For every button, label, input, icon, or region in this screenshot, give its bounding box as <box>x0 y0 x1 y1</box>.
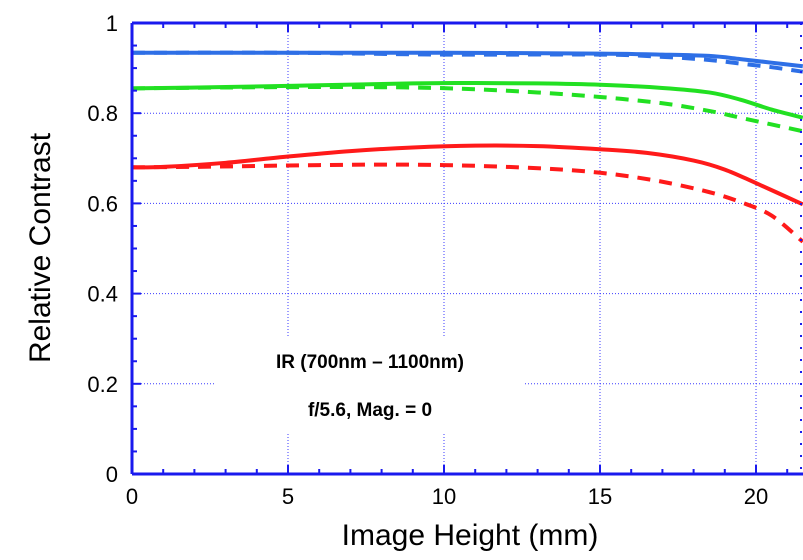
y-tick-label: 1 <box>106 11 118 36</box>
y-tick-label: 0.6 <box>87 191 118 216</box>
series-line-3 <box>132 85 803 134</box>
y-tick-label: 0.4 <box>87 282 118 307</box>
series-group <box>132 50 803 244</box>
x-tick-label: 10 <box>432 484 456 509</box>
x-tick-label: 15 <box>588 484 612 509</box>
annotation-band: IR (700nm – 1100nm) <box>276 352 464 373</box>
y-tick-label: 0 <box>106 462 118 487</box>
y-tick-label: 0.8 <box>87 101 118 126</box>
annotation-aperture: f/5.6, Mag. = 0 <box>308 400 432 421</box>
series-line-4 <box>132 143 803 207</box>
series-line-5 <box>132 162 803 244</box>
tick-labels: 0 5 10 15 20 0 0.2 0.4 0.6 0.8 1 <box>87 11 768 509</box>
tick-marks <box>131 22 789 475</box>
x-tick-label: 20 <box>744 484 768 509</box>
series-line-2 <box>132 80 803 120</box>
annotation-background <box>215 336 525 434</box>
y-tick-label: 0.2 <box>87 372 118 397</box>
y-axis-title: Relative Contrast <box>24 132 57 363</box>
x-tick-label: 5 <box>282 484 294 509</box>
x-axis-title: Image Height (mm) <box>342 519 599 552</box>
x-tick-label: 0 <box>126 484 138 509</box>
series-line-1 <box>132 50 803 74</box>
